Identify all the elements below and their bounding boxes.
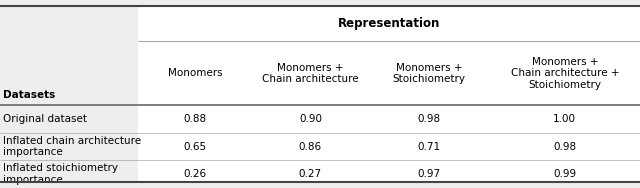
Bar xyxy=(138,105,640,182)
Text: 0.71: 0.71 xyxy=(417,142,440,152)
Text: 0.98: 0.98 xyxy=(553,142,577,152)
Text: Original dataset: Original dataset xyxy=(3,114,87,124)
Text: Datasets: Datasets xyxy=(3,90,56,100)
Text: 0.98: 0.98 xyxy=(417,114,440,124)
Text: Inflated stoichiometry
importance: Inflated stoichiometry importance xyxy=(3,163,118,185)
Text: Monomers +
Chain architecture: Monomers + Chain architecture xyxy=(262,63,358,84)
Text: 0.86: 0.86 xyxy=(299,142,322,152)
Text: 0.26: 0.26 xyxy=(184,169,207,179)
Text: 0.90: 0.90 xyxy=(299,114,322,124)
Bar xyxy=(138,6,640,41)
Text: Inflated chain architecture
importance: Inflated chain architecture importance xyxy=(3,136,141,157)
Text: Representation: Representation xyxy=(338,17,440,30)
Text: 0.97: 0.97 xyxy=(417,169,440,179)
Bar xyxy=(138,41,640,105)
Text: 0.88: 0.88 xyxy=(184,114,207,124)
Text: 0.99: 0.99 xyxy=(553,169,577,179)
Text: Monomers +
Chain architecture +
Stoichiometry: Monomers + Chain architecture + Stoichio… xyxy=(511,57,619,90)
Text: Monomers: Monomers xyxy=(168,68,223,78)
Bar xyxy=(0,6,138,182)
Text: Monomers +
Stoichiometry: Monomers + Stoichiometry xyxy=(392,63,465,84)
Text: 0.65: 0.65 xyxy=(184,142,207,152)
Text: 0.27: 0.27 xyxy=(299,169,322,179)
Text: 1.00: 1.00 xyxy=(554,114,576,124)
